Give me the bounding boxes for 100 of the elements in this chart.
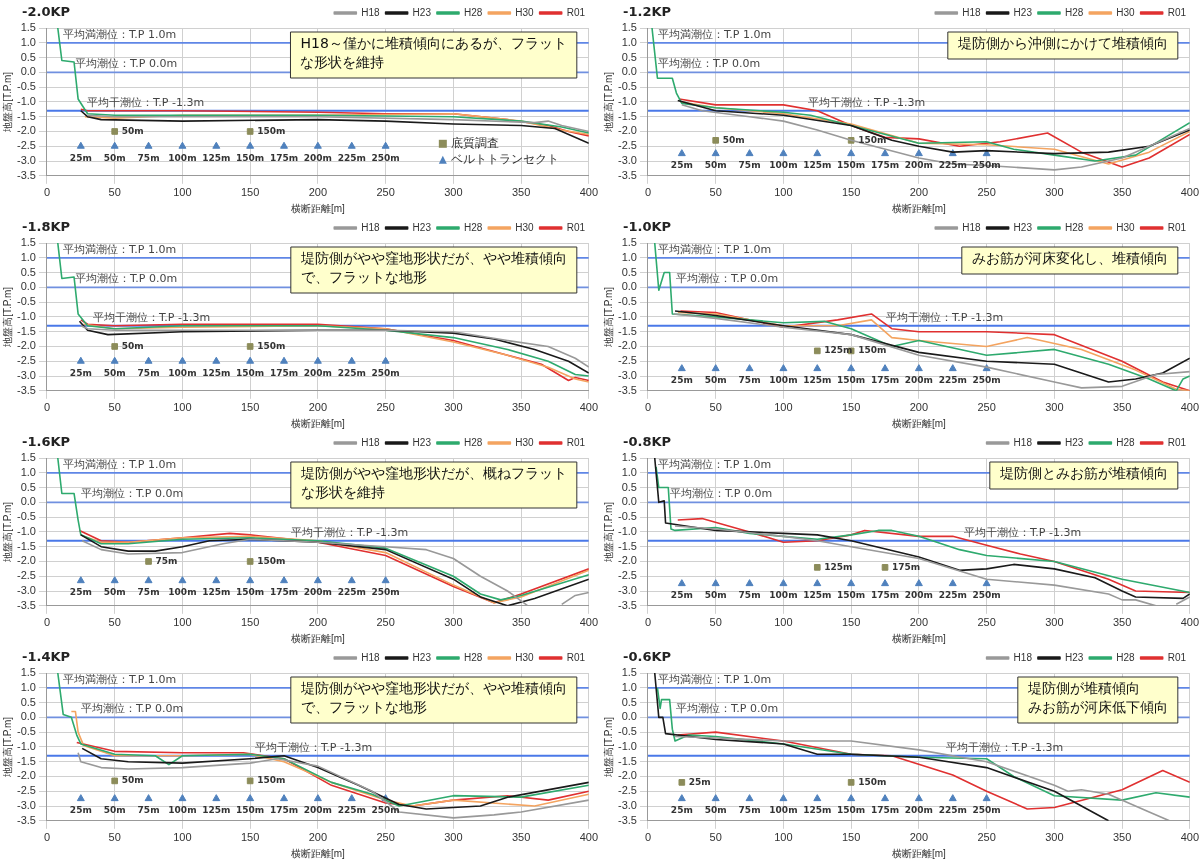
ref-line-label: 平均干潮位：T.P -1.3m bbox=[945, 741, 1064, 755]
annotation: 75m bbox=[137, 152, 160, 163]
chart-title: -1.0KP bbox=[623, 219, 672, 234]
y-tick-label: -1.0 bbox=[617, 739, 637, 752]
y-tick-label: -2.5 bbox=[617, 354, 637, 367]
y-tick-label: -0.5 bbox=[16, 295, 36, 308]
y-axis-title: 地盤高[T.P.m] bbox=[602, 71, 614, 133]
legend-label: H30 bbox=[1116, 6, 1136, 18]
annotation: 125m bbox=[803, 804, 832, 815]
annotation: 150m bbox=[236, 804, 265, 815]
x-tick-label: 400 bbox=[579, 186, 598, 199]
y-tick-label: -3.5 bbox=[617, 168, 637, 181]
ref-line-label: 平均潮位：T.P 0.0m bbox=[74, 272, 178, 286]
annotation: 225m bbox=[938, 589, 967, 600]
x-axis-title: 横断距離[m] bbox=[290, 417, 346, 429]
annotation: 25m bbox=[670, 159, 693, 170]
annotation: 175m bbox=[269, 152, 299, 163]
y-tick-label: -1.5 bbox=[617, 109, 637, 122]
x-tick-label: 250 bbox=[977, 831, 996, 844]
x-tick-label: 0 bbox=[43, 831, 51, 844]
annotation: 225m bbox=[337, 152, 366, 163]
x-tick-label: 50 bbox=[709, 401, 722, 414]
ref-line-label: 平均潮位：T.P 0.0m bbox=[675, 272, 779, 286]
x-tick-label: 350 bbox=[511, 616, 531, 629]
y-tick-label: -1.0 bbox=[16, 309, 36, 322]
x-tick-label: 0 bbox=[43, 616, 51, 629]
y-tick-label: -0.5 bbox=[16, 725, 36, 738]
annotation: 堤防側がやや窪地形状だが、やや堆積傾向で、フラットな地形 bbox=[299, 249, 567, 285]
y-tick-label: -2.0 bbox=[617, 124, 637, 137]
y-tick-label: -3.5 bbox=[16, 383, 36, 396]
annotation: 堤防側とみお筋が堆積傾向 bbox=[998, 464, 1168, 481]
x-tick-label: 50 bbox=[709, 186, 722, 199]
x-axis-title: 横断距離[m] bbox=[290, 847, 346, 859]
legend-label: ベルトトランセクト bbox=[450, 151, 559, 166]
annotation: 250m bbox=[371, 152, 400, 163]
annotation: 125m bbox=[202, 587, 231, 598]
ref-line-label: 平均干潮位：T.P -1.3m bbox=[963, 526, 1082, 540]
ref-line-label: 平均干潮位：T.P -1.3m bbox=[92, 311, 211, 325]
y-tick-label: -2.0 bbox=[16, 339, 36, 352]
ref-line-label: 平均干潮位：T.P -1.3m bbox=[807, 96, 926, 110]
legend-label: H30 bbox=[515, 6, 535, 18]
annotation: 175m bbox=[870, 374, 900, 385]
annotation: 100m bbox=[168, 804, 197, 815]
x-tick-label: 300 bbox=[1045, 401, 1064, 414]
y-tick-label: -1.0 bbox=[617, 524, 637, 537]
y-tick-label: 0.5 bbox=[621, 480, 637, 493]
legend-label: H18 bbox=[1013, 436, 1033, 448]
annotation: 200m bbox=[303, 804, 332, 815]
y-tick-label: 1.5 bbox=[621, 236, 637, 249]
ref-line-label: 平均満潮位：T.P 1.0m bbox=[657, 28, 772, 42]
y-tick-label: -3.0 bbox=[16, 799, 36, 812]
x-tick-label: 100 bbox=[173, 616, 192, 629]
x-tick-label: 250 bbox=[977, 616, 996, 629]
y-tick-label: 0.5 bbox=[20, 265, 36, 278]
y-tick-label: 0.5 bbox=[621, 50, 637, 63]
annotation: 50m bbox=[121, 775, 144, 786]
annotation: 150m bbox=[236, 367, 265, 378]
legend-label: H18 bbox=[361, 6, 381, 18]
y-axis-title: 地盤高[T.P.m] bbox=[1, 286, 13, 348]
legend-label: R01 bbox=[1167, 221, 1187, 233]
y-tick-label: -2.5 bbox=[617, 139, 637, 152]
annotation: 堤防側がやや窪地形状だが、やや堆積傾向で、フラットな地形 bbox=[299, 679, 567, 715]
legend-label: R01 bbox=[1167, 6, 1187, 18]
legend-label: R01 bbox=[1167, 436, 1187, 448]
x-tick-label: 100 bbox=[173, 186, 192, 199]
x-tick-label: 0 bbox=[43, 401, 51, 414]
ref-line-label: 平均満潮位：T.P 1.0m bbox=[657, 673, 772, 687]
y-tick-label: -1.5 bbox=[617, 324, 637, 337]
annotation: 堤防側から沖側にかけて堆積傾向 bbox=[956, 34, 1168, 51]
x-tick-label: 150 bbox=[841, 616, 861, 629]
y-tick-label: -3.0 bbox=[617, 369, 637, 382]
annotation: 100m bbox=[769, 159, 798, 170]
ref-line-label: 平均潮位：T.P 0.0m bbox=[74, 57, 178, 71]
x-axis-title: 横断距離[m] bbox=[891, 417, 947, 429]
annotation: 225m bbox=[938, 804, 967, 815]
x-tick-label: 200 bbox=[308, 186, 328, 199]
x-tick-label: 300 bbox=[444, 616, 463, 629]
y-tick-label: -1.5 bbox=[16, 109, 36, 122]
ref-line-label: 平均満潮位：T.P 1.0m bbox=[657, 243, 772, 257]
legend-label: H23 bbox=[1064, 651, 1084, 663]
legend-label: H28 bbox=[1064, 6, 1084, 18]
x-tick-label: 200 bbox=[909, 186, 929, 199]
annotation: 75m bbox=[137, 587, 160, 598]
x-tick-label: 50 bbox=[709, 831, 722, 844]
x-tick-label: 0 bbox=[43, 186, 51, 199]
ref-line-label: 平均潮位：T.P 0.0m bbox=[669, 487, 773, 501]
annotation: 50m bbox=[704, 804, 727, 815]
y-tick-label: -1.5 bbox=[16, 324, 36, 337]
annotation: 75m bbox=[738, 589, 761, 600]
x-axis-title: 横断距離[m] bbox=[891, 632, 947, 644]
legend-label: H18 bbox=[962, 6, 982, 18]
y-tick-label: -2.5 bbox=[617, 784, 637, 797]
y-tick-label: -1.0 bbox=[16, 524, 36, 537]
ref-line-label: 平均満潮位：T.P 1.0m bbox=[62, 243, 177, 257]
annotation: 50m bbox=[121, 125, 144, 136]
annotation: 225m bbox=[938, 374, 967, 385]
annotation: 75m bbox=[137, 367, 160, 378]
annotation: 250m bbox=[972, 589, 1001, 600]
y-tick-label: -0.5 bbox=[617, 80, 637, 93]
x-tick-label: 350 bbox=[511, 186, 531, 199]
